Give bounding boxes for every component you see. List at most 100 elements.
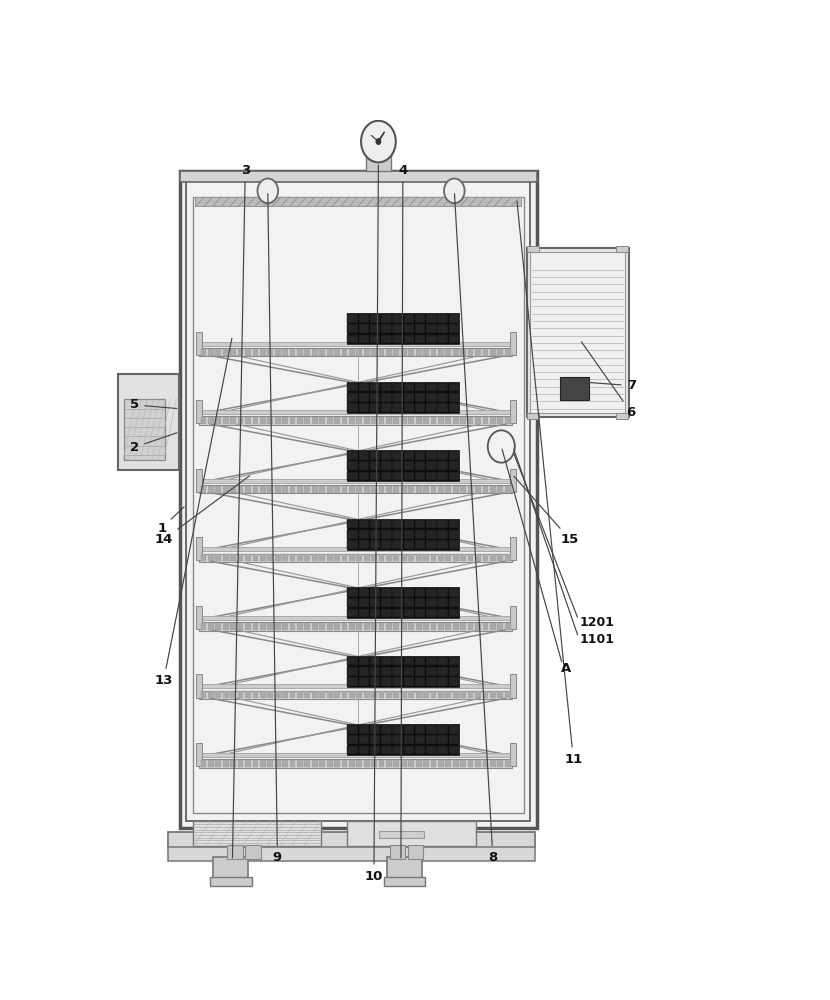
- Bar: [356, 486, 362, 493]
- Bar: [327, 349, 333, 356]
- Bar: [312, 760, 318, 767]
- Bar: [437, 461, 448, 470]
- Bar: [467, 417, 473, 424]
- Bar: [467, 349, 473, 356]
- Bar: [305, 349, 310, 356]
- Bar: [356, 623, 362, 630]
- Bar: [216, 691, 222, 698]
- Bar: [356, 691, 362, 698]
- Bar: [359, 657, 369, 665]
- Bar: [427, 667, 437, 676]
- Circle shape: [444, 179, 465, 203]
- Bar: [408, 554, 414, 561]
- Bar: [327, 691, 333, 698]
- Bar: [449, 609, 459, 617]
- Bar: [505, 417, 510, 424]
- Bar: [347, 656, 460, 687]
- Bar: [408, 349, 414, 356]
- Bar: [490, 486, 496, 493]
- Bar: [438, 760, 444, 767]
- Bar: [437, 472, 448, 480]
- Bar: [252, 486, 258, 493]
- Bar: [437, 609, 448, 617]
- Bar: [347, 313, 460, 344]
- Bar: [252, 554, 258, 561]
- Bar: [199, 554, 512, 562]
- Bar: [378, 486, 384, 493]
- Text: A: A: [560, 662, 571, 675]
- Bar: [370, 335, 380, 343]
- Bar: [510, 674, 516, 698]
- Bar: [282, 760, 288, 767]
- Bar: [383, 877, 426, 886]
- Bar: [482, 349, 488, 356]
- Bar: [297, 554, 303, 561]
- Text: 4: 4: [398, 164, 408, 858]
- Bar: [403, 314, 414, 323]
- Bar: [359, 324, 369, 333]
- Bar: [393, 657, 403, 665]
- Bar: [356, 760, 362, 767]
- Bar: [437, 451, 448, 460]
- Bar: [393, 598, 403, 607]
- Bar: [230, 486, 236, 493]
- Bar: [364, 554, 369, 561]
- Bar: [245, 691, 251, 698]
- Bar: [510, 606, 516, 629]
- Bar: [364, 486, 369, 493]
- Bar: [415, 324, 426, 333]
- Bar: [349, 417, 354, 424]
- Bar: [347, 450, 460, 481]
- Bar: [461, 623, 466, 630]
- Bar: [371, 417, 377, 424]
- Bar: [446, 760, 452, 767]
- Bar: [260, 623, 266, 630]
- Text: 15: 15: [514, 476, 579, 546]
- Bar: [437, 393, 448, 402]
- Bar: [348, 588, 358, 597]
- Bar: [393, 324, 403, 333]
- Bar: [349, 349, 354, 356]
- Bar: [423, 486, 429, 493]
- Bar: [381, 451, 392, 460]
- Bar: [401, 623, 407, 630]
- Bar: [427, 461, 437, 470]
- Bar: [427, 598, 437, 607]
- Bar: [416, 554, 422, 561]
- Bar: [305, 760, 310, 767]
- Bar: [403, 520, 414, 528]
- Bar: [371, 691, 377, 698]
- Bar: [403, 588, 414, 597]
- Bar: [497, 623, 503, 630]
- Bar: [505, 691, 510, 698]
- Bar: [617, 413, 628, 419]
- Bar: [416, 417, 422, 424]
- Bar: [378, 554, 384, 561]
- Bar: [497, 417, 503, 424]
- Bar: [245, 486, 251, 493]
- Bar: [252, 417, 258, 424]
- Bar: [349, 486, 354, 493]
- Bar: [349, 691, 354, 698]
- Bar: [370, 530, 380, 539]
- Bar: [290, 486, 295, 493]
- Bar: [348, 451, 358, 460]
- Bar: [438, 691, 444, 698]
- Bar: [431, 417, 437, 424]
- Bar: [179, 171, 537, 182]
- Bar: [370, 725, 380, 734]
- Bar: [282, 349, 288, 356]
- Bar: [359, 393, 369, 402]
- Bar: [453, 554, 459, 561]
- Bar: [370, 520, 380, 528]
- Bar: [297, 760, 303, 767]
- Bar: [348, 657, 358, 665]
- Bar: [267, 691, 273, 698]
- Bar: [415, 667, 426, 676]
- Bar: [393, 383, 403, 391]
- Bar: [415, 746, 426, 754]
- Bar: [378, 623, 384, 630]
- Bar: [168, 847, 535, 861]
- Bar: [386, 486, 392, 493]
- Circle shape: [361, 121, 396, 162]
